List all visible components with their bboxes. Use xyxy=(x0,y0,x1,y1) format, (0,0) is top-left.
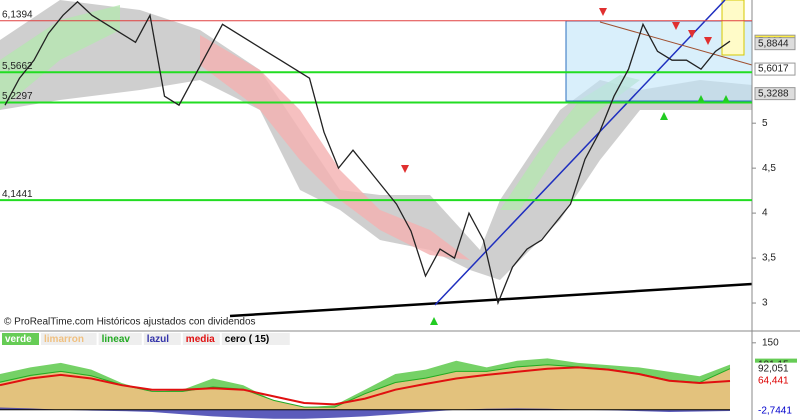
bull-cloud xyxy=(0,5,120,110)
price-label-box xyxy=(754,62,796,76)
indicator-area xyxy=(0,365,730,410)
volatility-band xyxy=(0,0,752,280)
legend-box xyxy=(182,333,220,345)
bear-cloud xyxy=(200,35,470,260)
legend-box xyxy=(221,333,290,345)
bull-cloud xyxy=(500,75,640,210)
level-label: 6,1394 xyxy=(2,9,33,20)
y-tick-label: 4 xyxy=(762,208,768,219)
legend-box xyxy=(41,333,97,345)
legend-box xyxy=(98,333,142,345)
trend-line xyxy=(599,21,753,66)
price-label: 5,8844 xyxy=(758,38,789,49)
copyright: © ProRealTime.com Históricos ajustados c… xyxy=(4,317,256,328)
level-label: 5,5662 xyxy=(2,61,33,72)
level-label: 4,1441 xyxy=(2,189,33,200)
y-tick-label: 3 xyxy=(762,298,768,309)
legend-box xyxy=(2,333,39,345)
price-line xyxy=(4,0,731,306)
legend-entry: lineav xyxy=(102,334,131,345)
legend-entry: media xyxy=(186,334,215,345)
support-line xyxy=(229,282,753,318)
legend-entry: cero ( 15) xyxy=(225,334,269,345)
end-label: -2,7441 xyxy=(758,406,792,417)
indicator-area xyxy=(0,407,730,419)
y-tick-label: 3,5 xyxy=(762,253,776,264)
end-label: 64,441 xyxy=(758,376,789,387)
price-label: 5,6017 xyxy=(758,64,789,75)
end-label-box xyxy=(755,374,797,387)
zone-box xyxy=(721,0,745,56)
indicator-line xyxy=(0,366,731,406)
price-label-box xyxy=(754,37,796,51)
level-label: 5,2297 xyxy=(2,91,33,102)
sell-arrows xyxy=(401,8,712,173)
trend-line xyxy=(434,0,726,306)
end-label: 92,051 xyxy=(758,363,789,374)
end-label-box xyxy=(755,404,797,417)
y-tick-label: 5 xyxy=(762,118,768,129)
price-label-box xyxy=(754,87,796,101)
buy-arrows xyxy=(430,95,730,325)
legend-box xyxy=(143,333,181,345)
y-tick-label: 150 xyxy=(762,337,779,348)
y-tick-label: 4,5 xyxy=(762,163,776,174)
price-label: 5,3288 xyxy=(758,88,789,99)
zone-box xyxy=(565,20,753,102)
legend-entry: lazul xyxy=(147,334,169,345)
legend-entry: limarron xyxy=(44,334,84,345)
end-label-box xyxy=(755,362,797,375)
legend-entry: verde xyxy=(5,334,32,345)
